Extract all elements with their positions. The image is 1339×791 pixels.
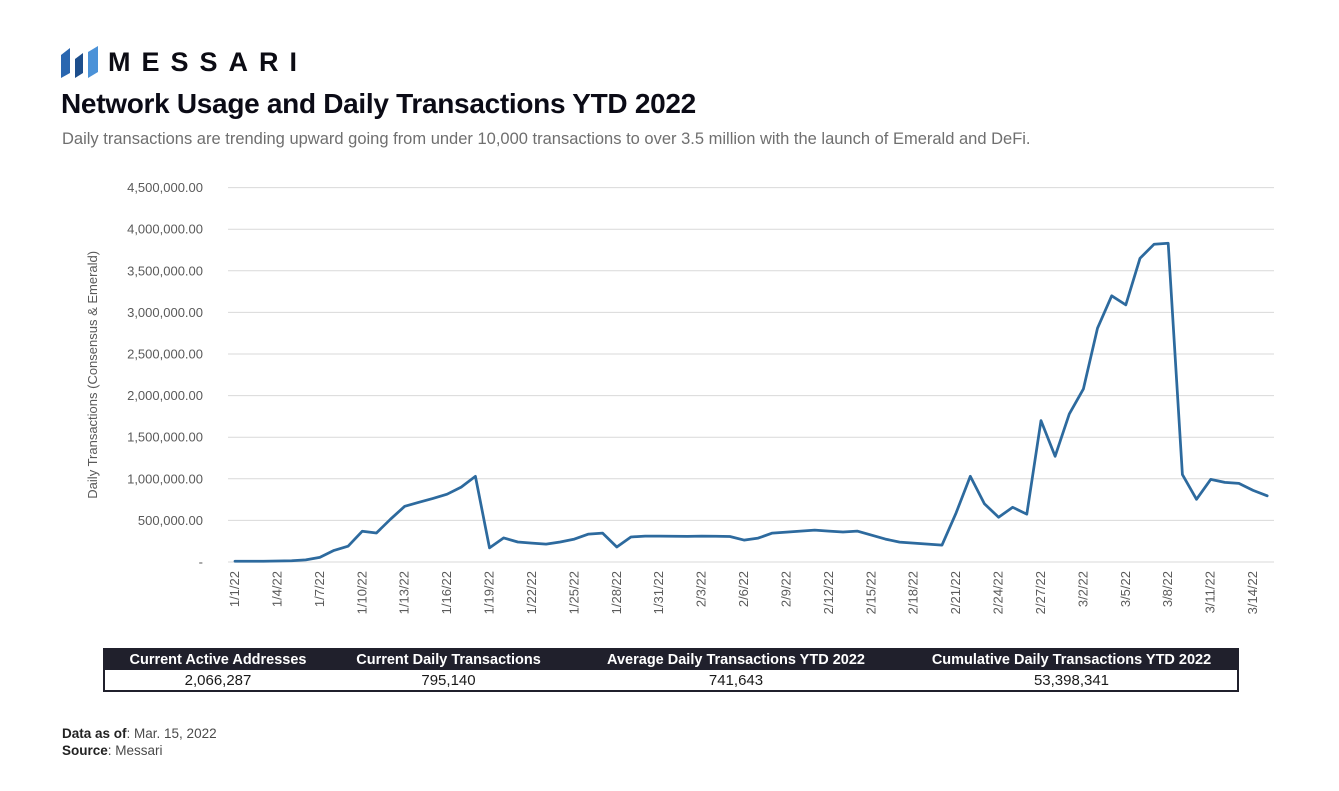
x-axis-tick-label: 2/18/22 (906, 571, 921, 614)
daily-transactions-line (233, 241, 1269, 563)
data-as-of-line: Data as of: Mar. 15, 2022 (62, 725, 217, 742)
summary-value-cumulative-daily-transactions: 53,398,341 (906, 670, 1238, 691)
logo-bar-left (61, 48, 70, 78)
summary-value-average-daily-transactions: 741,643 (566, 670, 906, 691)
x-axis-tick-label: 2/12/22 (821, 571, 836, 614)
y-axis-tick-label: 4,000,000.00 (127, 222, 203, 237)
data-as-of-label: Data as of (62, 726, 127, 741)
y-axis-tick-label: 1,500,000.00 (127, 430, 203, 445)
summary-value-active-addresses: 2,066,287 (104, 670, 331, 691)
logo-bar-right (88, 46, 98, 78)
summary-table-header-row: Current Active Addresses Current Daily T… (104, 649, 1238, 670)
x-axis-tick-label: 1/7/22 (312, 571, 327, 607)
summary-header-current-daily-transactions: Current Daily Transactions (331, 649, 566, 670)
x-axis-tick-label: 1/19/22 (482, 571, 497, 614)
x-axis-tick-label: 1/22/22 (524, 571, 539, 614)
source-value: : Messari (107, 743, 163, 758)
x-axis-tick-label: 3/5/22 (1118, 571, 1133, 607)
logo-bar-middle (75, 53, 83, 78)
x-axis-tick-label: 2/21/22 (948, 571, 963, 614)
x-axis-tick-label: 2/3/22 (694, 571, 709, 607)
x-axis-tick-label: 2/24/22 (991, 571, 1006, 614)
y-axis-tick-label: 2,500,000.00 (127, 347, 203, 362)
page-subtitle: Daily transactions are trending upward g… (62, 130, 1031, 148)
x-axis-tick-label: 3/2/22 (1075, 571, 1090, 607)
source-line: Source: Messari (62, 742, 217, 759)
y-axis-tick-label: 3,500,000.00 (127, 263, 203, 278)
y-axis-tick-label: 1,000,000.00 (127, 471, 203, 486)
x-axis-tick-label: 1/16/22 (439, 571, 454, 614)
summary-value-current-daily-transactions: 795,140 (331, 670, 566, 691)
x-axis-tick-label: 3/11/22 (1203, 571, 1218, 613)
x-axis-tick-label: 1/1/22 (227, 571, 242, 607)
x-axis-tick-label: 1/4/22 (269, 571, 284, 607)
chart-footer: Data as of: Mar. 15, 2022 Source: Messar… (62, 725, 217, 759)
daily-transactions-line-chart: - 500,000.00 1,000,000.00 1,500,000.00 2,000… (85, 180, 1274, 614)
y-axis-tick-label: 500,000.00 (138, 513, 203, 528)
x-axis-tick-label: 1/31/22 (651, 571, 666, 614)
summary-table: Current Active Addresses Current Daily T… (103, 648, 1239, 692)
summary-header-active-addresses: Current Active Addresses (104, 649, 331, 670)
x-axis-tick-label: 1/25/22 (566, 571, 581, 614)
messari-logo-text: MESSARI (108, 47, 309, 77)
x-axis-tick-label: 1/28/22 (609, 571, 624, 614)
y-axis-title: Daily Transactions (Consensus & Emerald) (85, 251, 100, 499)
page-title: Network Usage and Daily Transactions YTD… (61, 88, 696, 119)
messari-logo-icon (61, 46, 98, 78)
x-axis-tick-label: 2/6/22 (736, 571, 751, 607)
x-axis-tick-label: 3/8/22 (1160, 571, 1175, 607)
messari-logo: MESSARI (61, 46, 308, 79)
y-axis-tick-label: - (199, 555, 203, 570)
source-label: Source (62, 743, 108, 758)
data-as-of-value: : Mar. 15, 2022 (126, 726, 217, 741)
summary-header-average-daily-transactions: Average Daily Transactions YTD 2022 (566, 649, 906, 670)
x-axis-tick-label: 2/27/22 (1033, 571, 1048, 614)
y-axis-tick-label: 2,000,000.00 (127, 388, 203, 403)
y-axis-tick-label: 4,500,000.00 (127, 180, 203, 195)
x-axis-tick-label: 1/13/22 (397, 571, 412, 614)
x-axis-tick-label: 1/10/22 (354, 571, 369, 614)
x-axis-tick-label: 3/14/22 (1245, 571, 1260, 614)
y-axis-tick-label: 3,000,000.00 (127, 305, 203, 320)
x-axis-tick-label: 2/15/22 (863, 571, 878, 614)
table-row: Current Active Addresses Current Daily T… (104, 649, 1238, 670)
table-row: 2,066,287 795,140 741,643 53,398,341 (104, 670, 1238, 691)
summary-table-value-row: 2,066,287 795,140 741,643 53,398,341 (104, 670, 1238, 691)
summary-header-cumulative-daily-transactions: Cumulative Daily Transactions YTD 2022 (906, 649, 1238, 670)
x-axis-tick-label: 2/9/22 (778, 571, 793, 607)
